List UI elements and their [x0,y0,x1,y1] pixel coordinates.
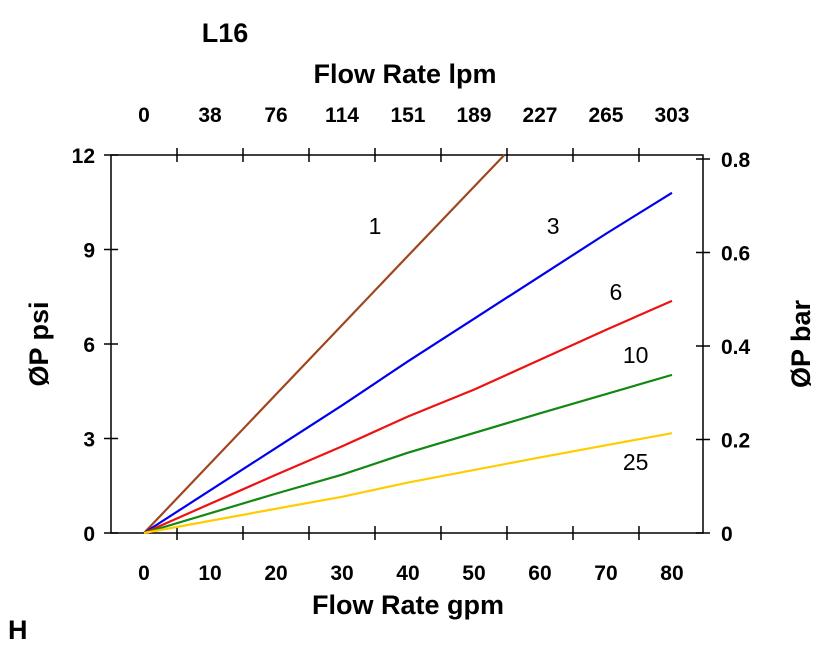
y2-tick-label: 0 [721,523,733,546]
x2-tick-label: 227 [522,104,557,127]
y-tick-label: 9 [83,240,95,263]
plot-frame [110,154,704,534]
series-label-1: 1 [369,213,382,239]
y2-tick-label: 0.2 [721,430,750,453]
series-line-10 [143,373,673,535]
y-tick-label: 3 [83,429,95,452]
y2-tick-label: 0.4 [721,336,751,359]
chart-title: L16 [202,18,249,48]
x2-tick-label: 189 [456,104,491,127]
series-line-25 [143,432,673,535]
x-tick-label: 10 [198,562,221,585]
x-tick-label: 20 [264,562,287,585]
x2-tick-label: 76 [264,104,287,127]
x2-tick-label: 38 [198,104,222,127]
x-tick-label: 70 [594,562,617,585]
y-tick-label: 12 [72,145,95,168]
x2-tick-label: 151 [390,104,425,127]
y-tick-label: 0 [83,523,95,546]
y2-tick-label: 0.8 [721,149,751,172]
y2-axis-label: ØP bar [786,299,816,388]
x2-tick-label: 265 [588,104,623,127]
y-axis-label: ØP psi [24,301,54,386]
series-line-3 [143,191,673,534]
x-tick-label: 60 [528,562,551,585]
y2-tick-label: 0.6 [721,243,750,266]
corner-label: H [8,615,28,645]
x2-tick-label: 303 [654,104,689,127]
series-label-3: 3 [547,213,560,239]
x-tick-label: 80 [660,562,683,585]
series-line-6 [143,299,673,535]
series-label-6: 6 [609,279,622,305]
x-tick-label: 0 [138,562,150,585]
y-tick-label: 6 [83,334,95,357]
x2-axis-label: Flow Rate lpm [313,59,496,89]
x2-tick-label: 114 [325,104,359,127]
series-label-10: 10 [623,342,649,368]
series-line-1 [143,154,506,534]
x-tick-label: 40 [396,562,419,585]
x-axis-label: Flow Rate gpm [312,590,504,620]
x-tick-label: 30 [330,562,353,585]
series-label-25: 25 [623,449,649,475]
x-tick-label: 50 [462,562,485,585]
x2-tick-label: 0 [138,104,150,127]
